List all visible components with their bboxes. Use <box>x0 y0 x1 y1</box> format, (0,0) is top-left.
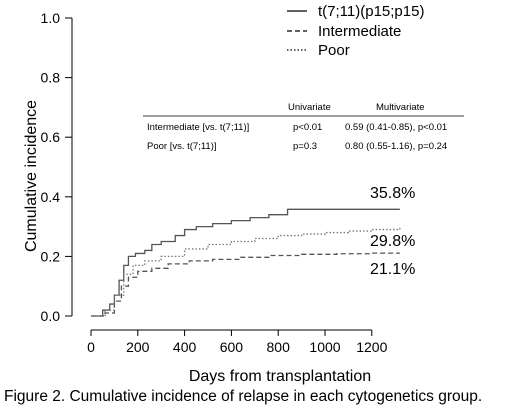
series-line-1 <box>91 252 400 317</box>
stats-univariate: p<0.01 <box>293 122 322 133</box>
series-end-label: 29.8% <box>370 233 415 250</box>
y-tick-label: 0.0 <box>41 308 61 324</box>
y-tick-label: 0.4 <box>41 189 61 205</box>
y-tick-label: 0.8 <box>41 70 61 86</box>
cumulative-incidence-chart: 0.00.20.40.60.81.00 200 400 600 800 1000 1200 … <box>23 3 464 385</box>
x-axis-label: Days from transplantation <box>189 368 371 385</box>
stats-col-header: Univariate <box>288 102 331 113</box>
legend: t(7;11)(p15;p15) Intermediate Poor <box>287 3 424 59</box>
y-tick-label: 0.6 <box>41 129 61 145</box>
stats-multivariate: 0.80 (0.55-1.16), p=0.24 <box>345 141 447 152</box>
series-line-2 <box>91 227 401 317</box>
legend-label: Intermediate <box>318 23 401 40</box>
y-tick-label: 1.0 <box>41 10 61 26</box>
series-line-0 <box>91 208 400 317</box>
y-axis-label: Cumulative incidence <box>23 100 40 252</box>
stats-table: Univariate Multivariate Intermediate [vs. … <box>143 102 464 152</box>
x-tick-label: 200 <box>126 339 150 355</box>
y-tick-label: 0.2 <box>41 248 61 264</box>
x-tick-label: 800 <box>267 339 291 355</box>
legend-label: Poor <box>318 42 350 59</box>
figure-caption: Figure 2. Cumulative incidence of relaps… <box>4 388 483 405</box>
stats-univariate: p=0.3 <box>293 141 317 152</box>
x-tick-label: 1000 <box>309 339 340 355</box>
x-tick-label: 600 <box>220 339 244 355</box>
series-end-label: 35.8% <box>370 185 415 202</box>
stats-col-header: Multivariate <box>376 102 425 113</box>
series-curves: 35.8% 21.1% 29.8% <box>91 185 415 317</box>
x-tick-label: 1200 <box>356 339 387 355</box>
x-tick-label: 400 <box>173 339 197 355</box>
stats-multivariate: 0.59 (0.41-0.85), p<0.01 <box>345 122 447 133</box>
axes: 0.0 0.2 0.4 0.6 0.8 1.0 0 200 400 600 800 1000 1200 <box>41 10 388 355</box>
stats-row-label: Poor [vs. t(7;11)] <box>147 141 217 152</box>
x-tick-label: 0 <box>87 339 95 355</box>
series-end-label: 21.1% <box>370 261 415 278</box>
stats-row-label: Intermediate [vs. t(7;11)] <box>147 122 249 133</box>
legend-label: t(7;11)(p15;p15) <box>318 3 424 20</box>
